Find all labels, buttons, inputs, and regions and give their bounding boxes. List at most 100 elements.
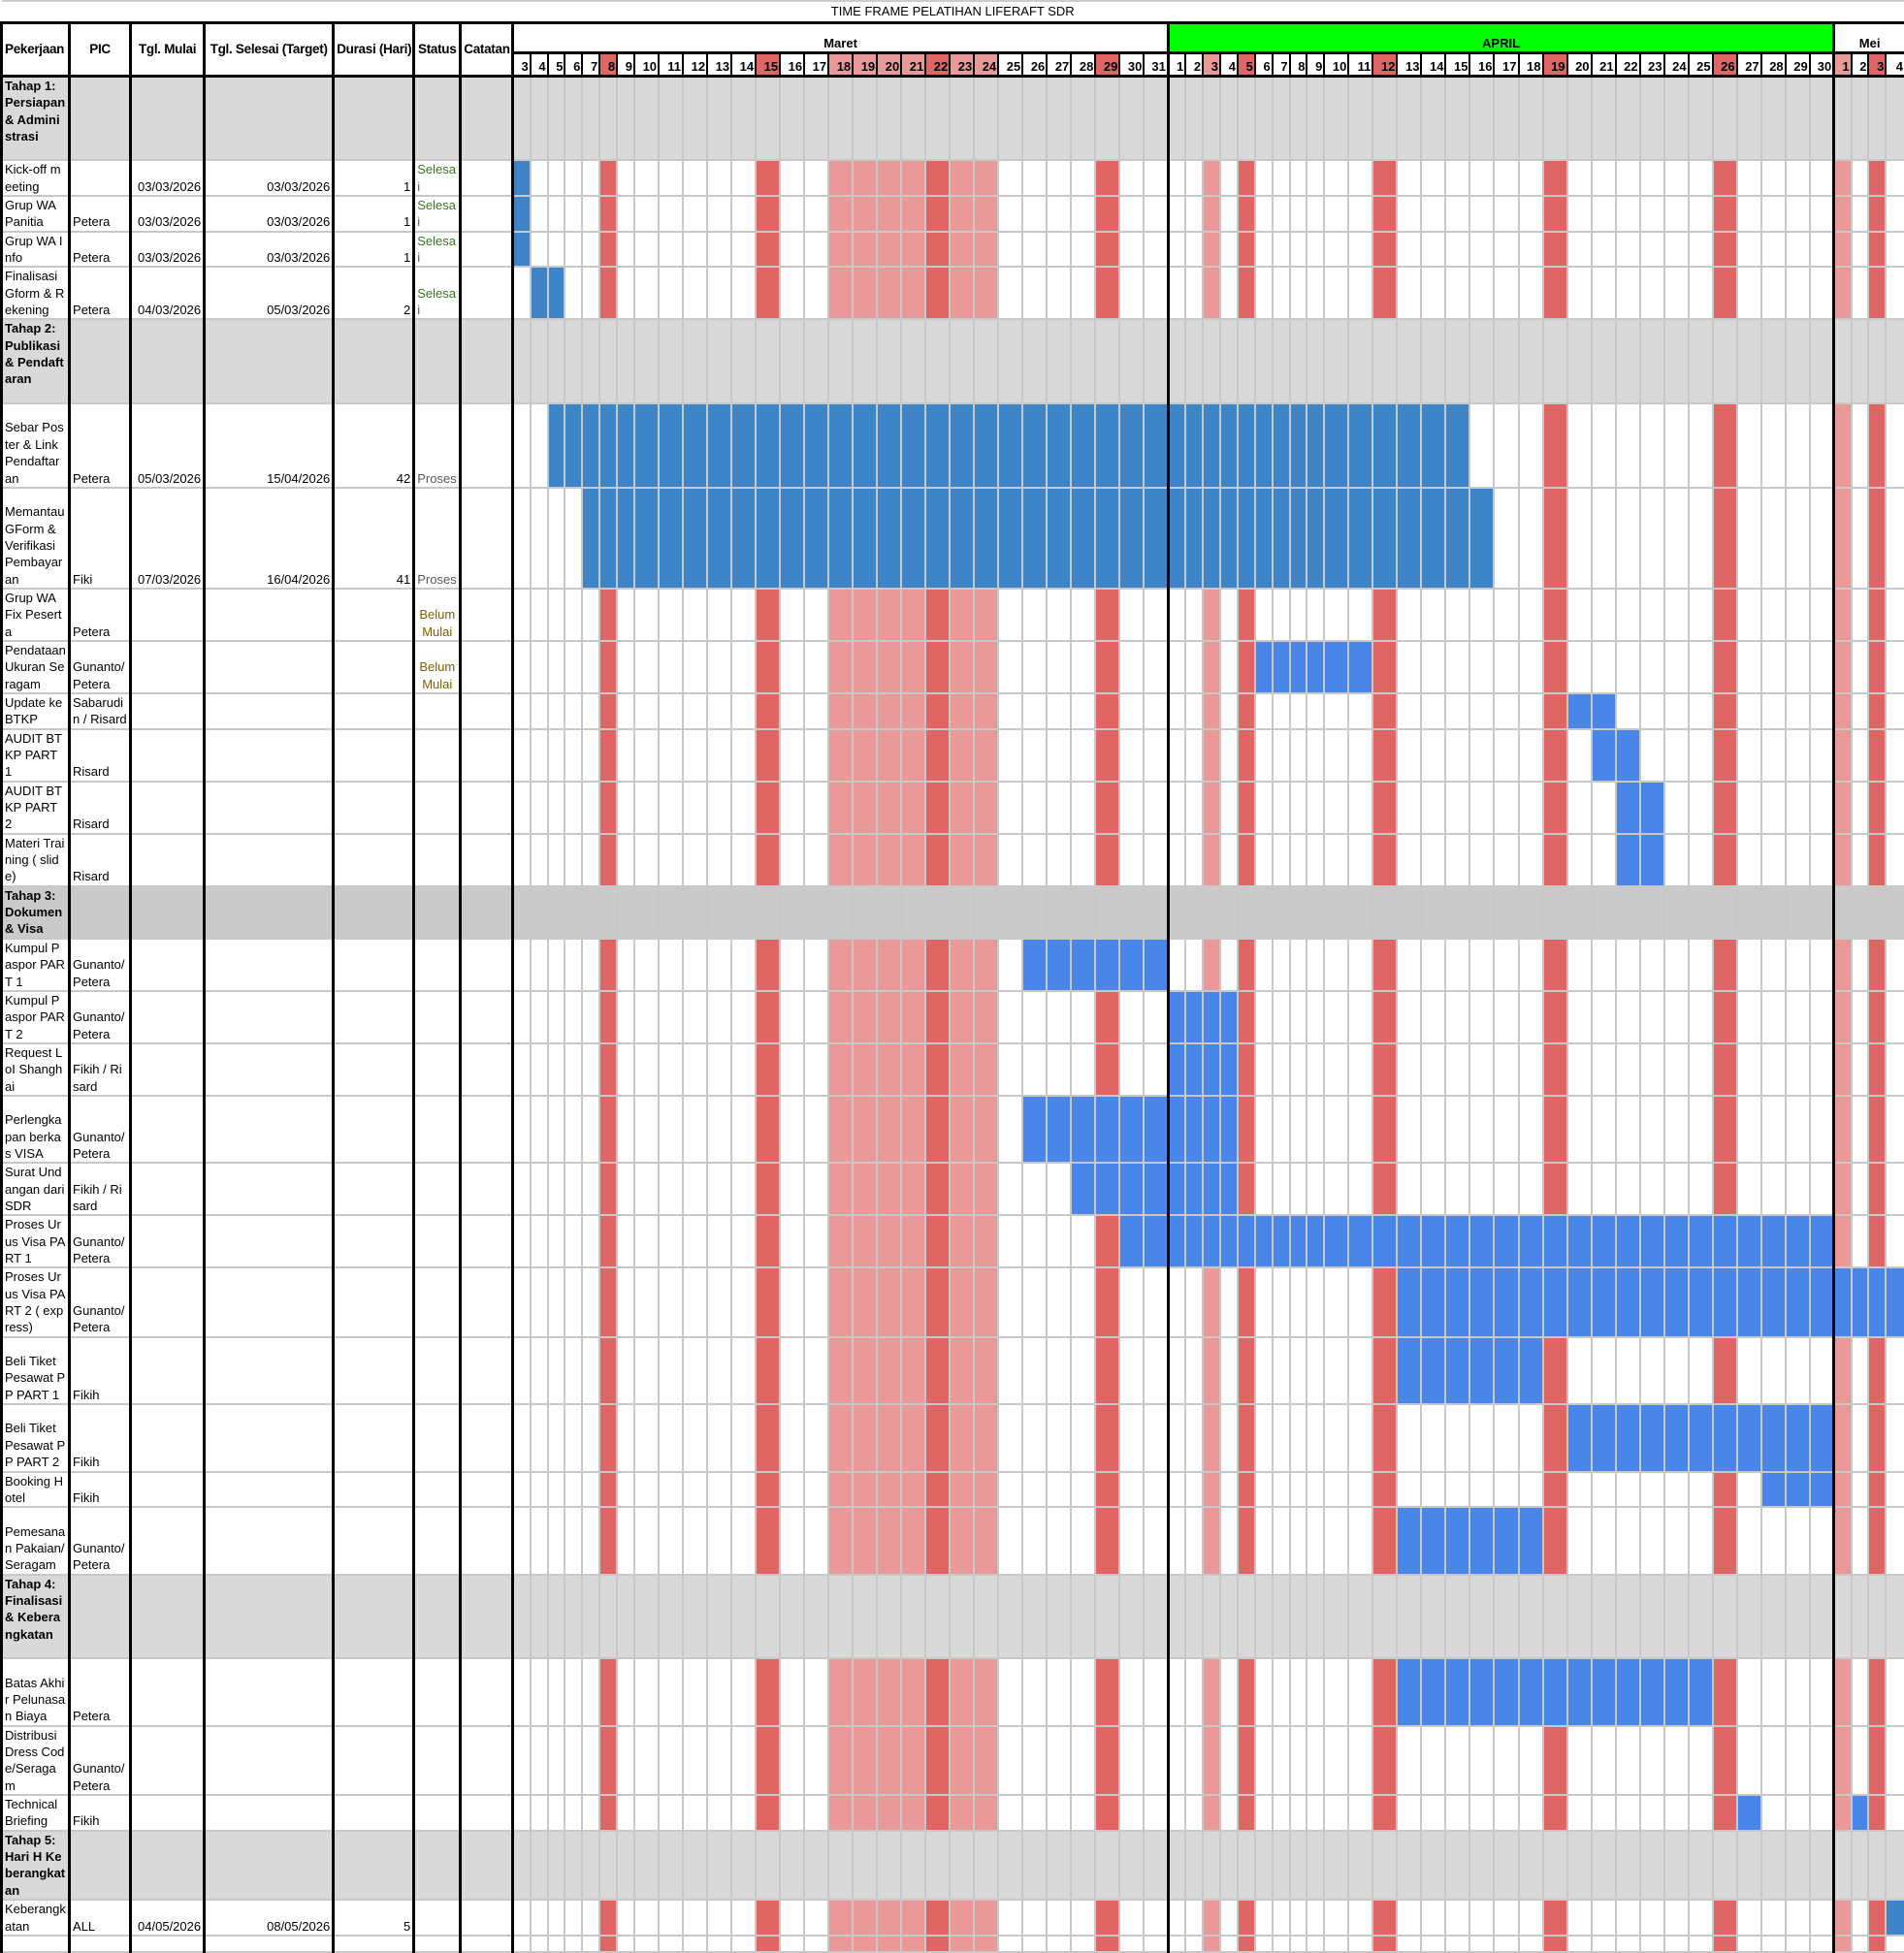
day-cell xyxy=(1255,196,1273,232)
day-cell xyxy=(1307,729,1324,782)
day-cell xyxy=(1445,1726,1469,1795)
day-cell xyxy=(756,589,780,641)
column-header-pekerjaan[interactable]: Pekerjaan xyxy=(2,23,70,77)
day-cell xyxy=(1786,77,1810,161)
day-cell xyxy=(1519,1163,1543,1215)
task-bar-cell xyxy=(1203,488,1220,589)
day-cell xyxy=(1469,1404,1494,1471)
day-cell xyxy=(1185,886,1203,939)
day-cell xyxy=(1372,1795,1397,1831)
day-cell xyxy=(1886,1096,1904,1163)
task-bar-cell xyxy=(1255,641,1273,693)
task-bar-cell xyxy=(1324,403,1348,488)
day-cell xyxy=(599,834,617,886)
day-cell xyxy=(1664,1936,1689,1952)
day-cell xyxy=(1737,1472,1761,1508)
day-cell xyxy=(1737,77,1761,161)
task-bar-cell xyxy=(1372,403,1397,488)
day-cell xyxy=(1144,641,1168,693)
day-cell xyxy=(707,160,731,196)
day-cell xyxy=(950,1163,974,1215)
day-cell xyxy=(1713,693,1737,729)
day-header: 28 xyxy=(1071,53,1095,77)
column-header-durasi-hari[interactable]: Durasi (Hari) xyxy=(334,23,414,77)
day-cell xyxy=(599,1726,617,1795)
day-cell xyxy=(1543,782,1567,834)
day-cell xyxy=(1144,729,1168,782)
day-cell xyxy=(1071,1215,1095,1267)
day-cell xyxy=(1737,1043,1761,1096)
day-cell xyxy=(1397,1936,1421,1952)
task-bar-cell xyxy=(1290,488,1307,589)
day-cell xyxy=(707,1900,731,1936)
day-cell xyxy=(853,1658,877,1725)
day-cell xyxy=(853,232,877,268)
column-header-tgl-selesai-target[interactable]: Tgl. Selesai (Target) xyxy=(205,23,334,77)
day-cell xyxy=(1494,1472,1518,1508)
column-header-tgl-mulai[interactable]: Tgl. Mulai xyxy=(131,23,205,77)
day-cell xyxy=(1664,1726,1689,1795)
day-cell xyxy=(877,834,901,886)
day-cell xyxy=(1852,160,1869,196)
day-cell xyxy=(1238,1043,1255,1096)
end-date-cell xyxy=(205,1831,334,1900)
notes-cell xyxy=(461,77,513,161)
day-cell xyxy=(1868,1795,1886,1831)
day-cell xyxy=(828,1267,853,1336)
day-cell xyxy=(731,319,756,403)
day-cell xyxy=(1689,160,1713,196)
day-cell xyxy=(1616,319,1640,403)
status-badge: Selesai xyxy=(414,160,461,196)
day-cell xyxy=(1290,1404,1307,1471)
day-cell xyxy=(1567,729,1592,782)
day-cell xyxy=(1664,939,1689,991)
end-date-cell xyxy=(205,1337,334,1404)
phase-row: Tahap 4: Finalisasi & Keberangkatan xyxy=(2,1575,1904,1659)
phase-title: Tahap 4: Finalisasi & Keberangkatan xyxy=(2,1575,70,1659)
day-cell xyxy=(1852,1404,1869,1471)
day-cell xyxy=(828,1043,853,1096)
day-cell xyxy=(1421,267,1445,319)
day-cell xyxy=(1834,641,1852,693)
column-header-status[interactable]: Status xyxy=(414,23,461,77)
task-bar-cell xyxy=(659,403,683,488)
task-bar-cell xyxy=(1071,939,1095,991)
task-bar-cell xyxy=(1168,488,1185,589)
day-cell xyxy=(1397,1726,1421,1795)
day-cell xyxy=(1255,1096,1273,1163)
day-cell xyxy=(731,1831,756,1900)
day-cell xyxy=(1616,1043,1640,1096)
day-cell xyxy=(531,886,548,939)
day-cell xyxy=(531,1163,548,1215)
task-bar-cell xyxy=(1616,834,1640,886)
day-cell xyxy=(683,1795,707,1831)
day-cell xyxy=(1834,1831,1852,1900)
day-cell xyxy=(998,641,1022,693)
day-cell xyxy=(1168,1658,1185,1725)
day-cell xyxy=(1185,319,1203,403)
day-cell xyxy=(1119,1795,1144,1831)
day-cell xyxy=(1022,589,1047,641)
day-cell xyxy=(1273,1096,1290,1163)
day-cell xyxy=(804,319,828,403)
day-header: 15 xyxy=(1445,53,1469,77)
column-header-pic[interactable]: PIC xyxy=(70,23,131,77)
day-cell xyxy=(950,939,974,991)
day-cell xyxy=(1543,729,1567,782)
column-header-catatan[interactable]: Catatan xyxy=(461,23,513,77)
day-cell xyxy=(998,693,1022,729)
day-cell xyxy=(1713,1795,1737,1831)
day-cell xyxy=(1445,939,1469,991)
day-cell xyxy=(1168,939,1185,991)
day-cell xyxy=(683,886,707,939)
day-cell xyxy=(1348,196,1372,232)
day-cell xyxy=(901,1795,925,1831)
day-cell xyxy=(513,1507,531,1574)
day-header: 4 xyxy=(1220,53,1238,77)
day-cell xyxy=(1689,1900,1713,1936)
task-bar-cell xyxy=(1886,1900,1904,1936)
task-bar-cell xyxy=(1592,693,1616,729)
